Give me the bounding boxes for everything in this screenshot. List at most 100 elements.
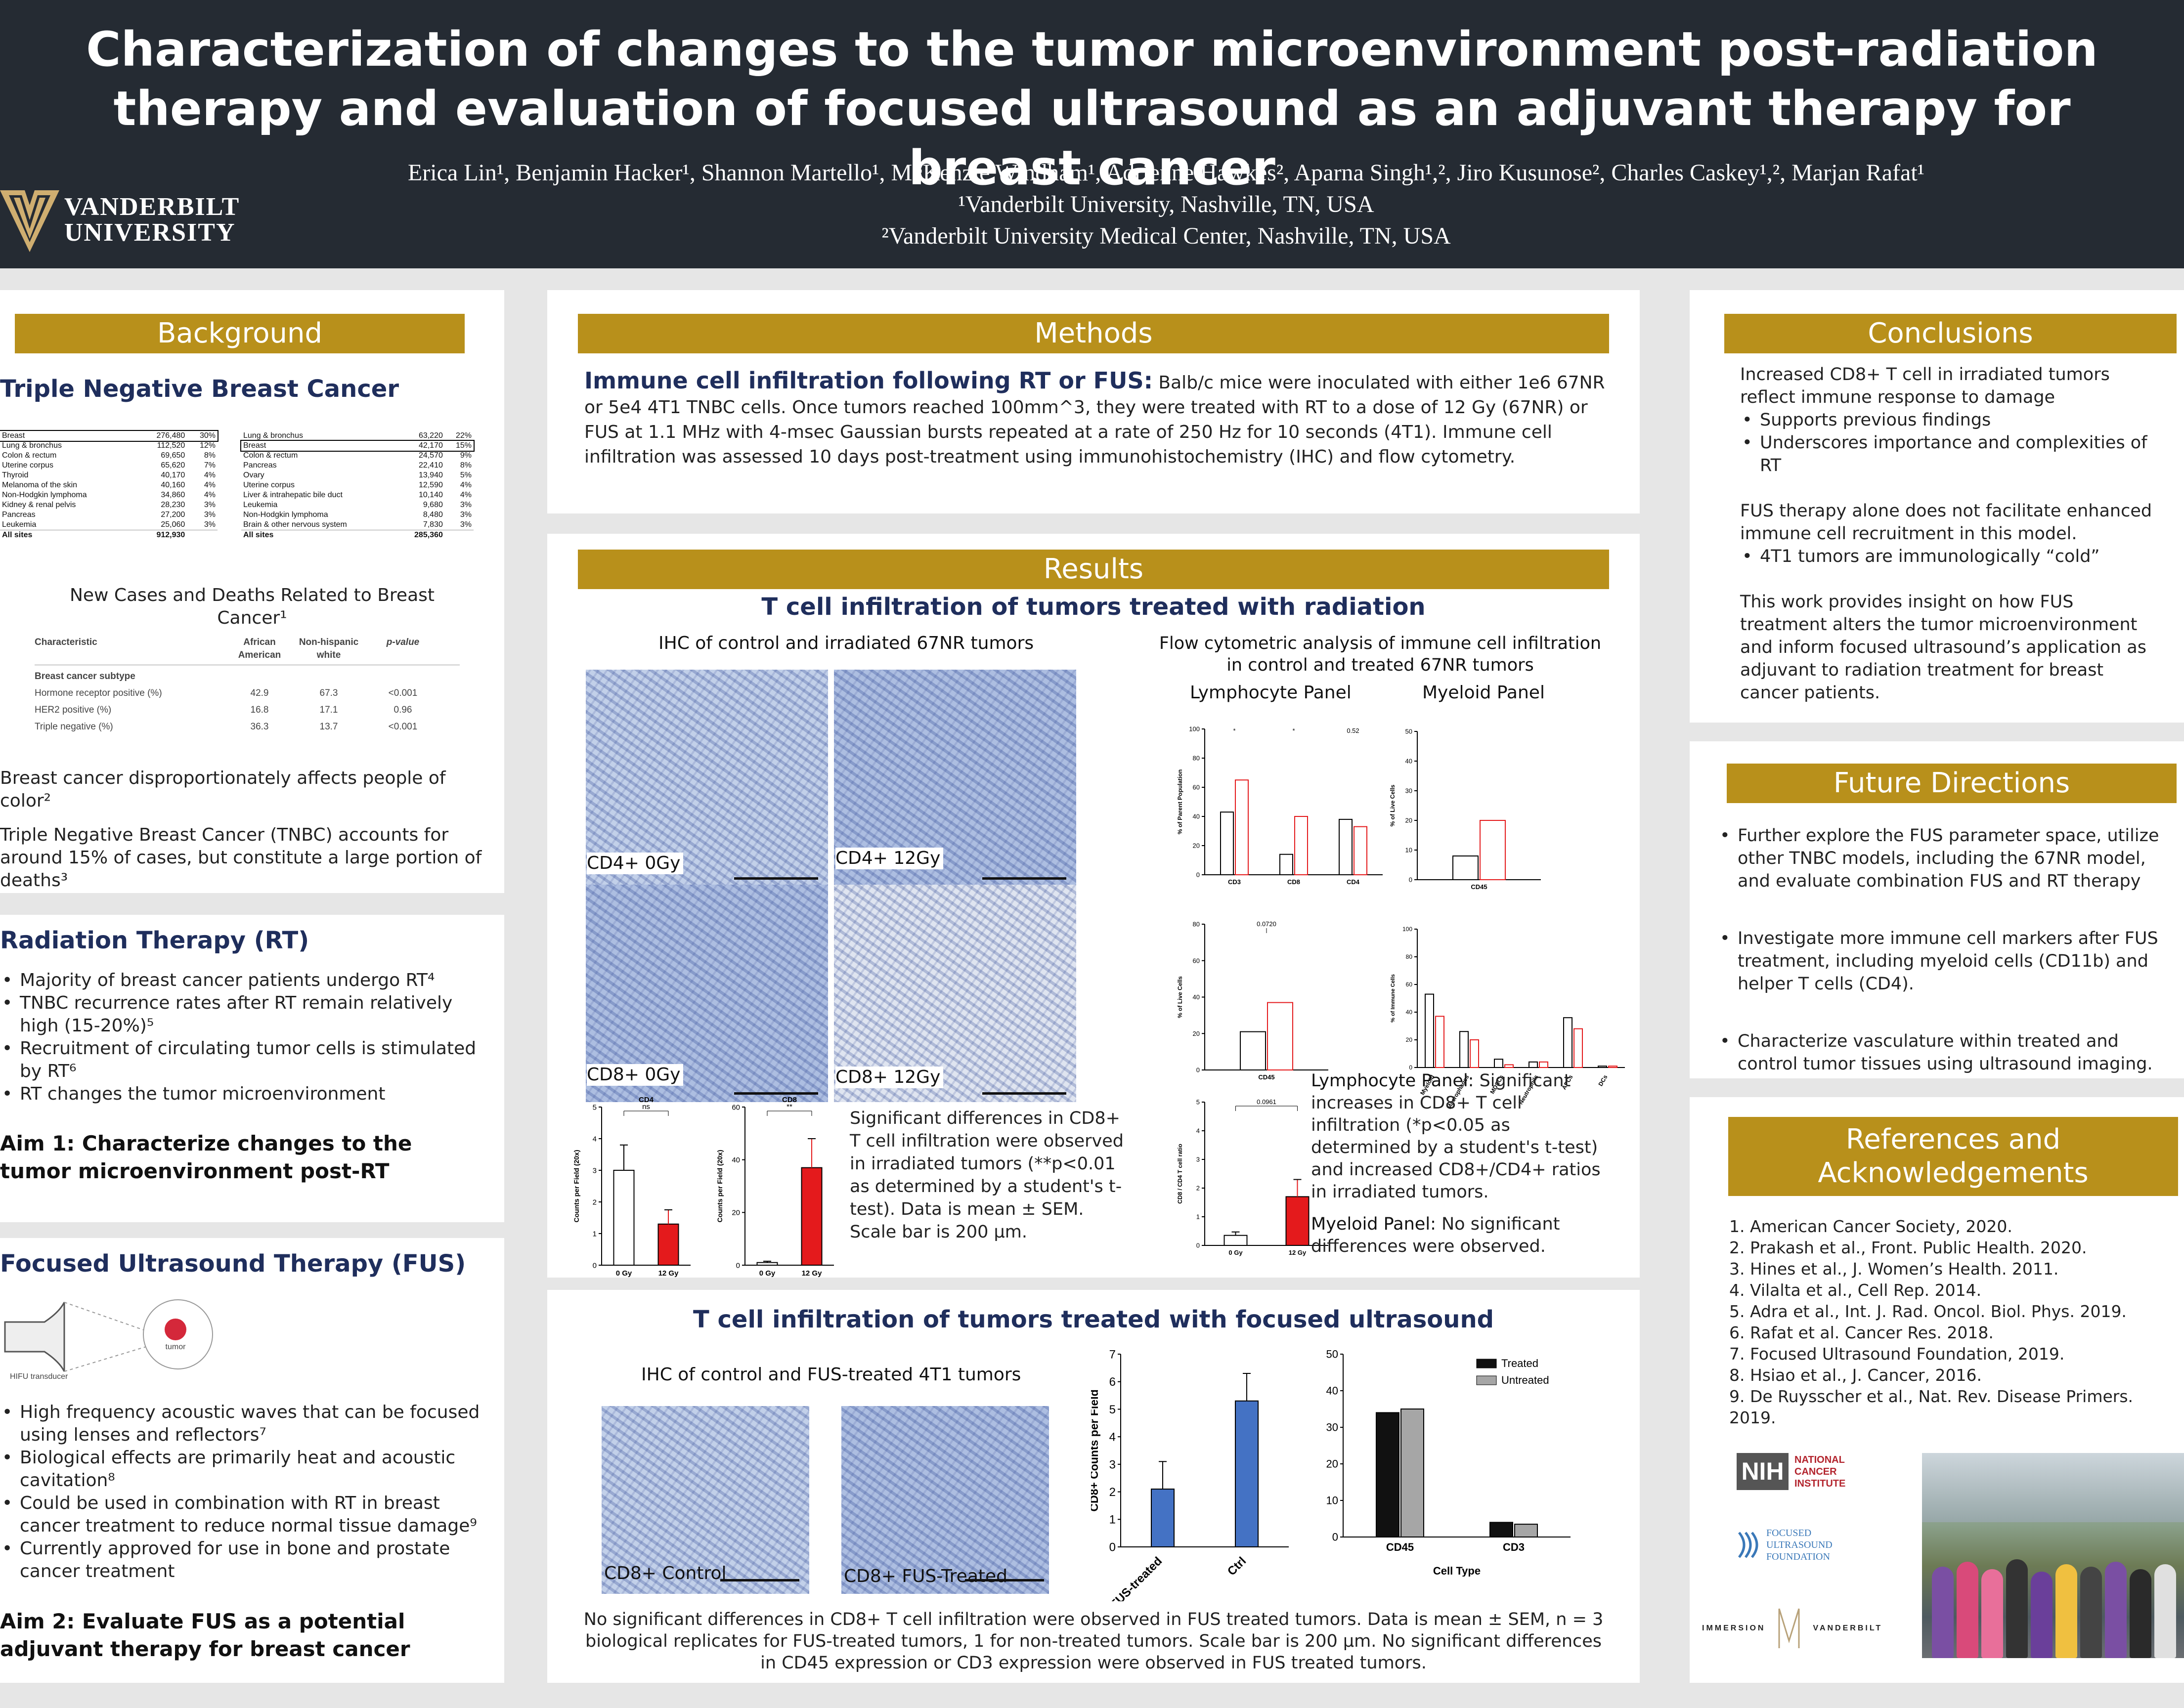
y-tick-label: 2 xyxy=(1196,1185,1200,1192)
bullet-item: Further explore the FUS parameter space,… xyxy=(1718,824,2178,893)
results-section-bar: Results xyxy=(578,550,1609,589)
future-directions-panel: Future Directions Further explore the FU… xyxy=(1690,741,2184,1078)
conclusion-p1: Increased CD8+ T cell in irradiated tumo… xyxy=(1740,365,2110,407)
fus-results-panel: T cell infiltration of tumors treated wi… xyxy=(547,1290,1640,1683)
x-tick-label: CD45 xyxy=(1471,883,1487,891)
y-tick-label: 0 xyxy=(736,1261,740,1270)
char-row: Triple negative (%) 36.3 13.7 <0.001 xyxy=(35,719,460,735)
chart-title: CD8 xyxy=(782,1096,797,1104)
fus-cell-type-chart: 0 10 20 30 40 50 CD45 CD3 Cell Type Treated Untrea… xyxy=(1326,1348,1571,1577)
reference-item: 2. Prakash et al., Front. Public Health.… xyxy=(1729,1238,2087,1257)
y-tick-label: 30 xyxy=(1326,1421,1338,1434)
rt-bullet-list: Majority of breast cancer patients under… xyxy=(0,969,489,1106)
lymphocyte-cd45-chart: 0 20 40 60 80 % of Live Cells CD45 0.0720 xyxy=(1177,920,1328,1081)
table-cell: 4% xyxy=(460,491,472,499)
reference-item: 7. Focused Ultrasound Foundation, 2019. xyxy=(1729,1344,2065,1364)
table-cell: 8% xyxy=(460,461,472,470)
table-cell: Lung & bronchus xyxy=(243,431,303,440)
table-row: All sites 912,930 xyxy=(0,530,218,541)
bar xyxy=(1151,1489,1175,1547)
future-section-bar: Future Directions xyxy=(1727,764,2177,803)
table-cell: Kidney & renal pelvis xyxy=(2,501,76,509)
char-cell: Triple negative (%) xyxy=(35,722,113,732)
ihc-label-fus-control: CD8+ Control xyxy=(604,1563,727,1583)
bullet-item: 4T1 tumors are immunologically “cold” xyxy=(1740,545,2165,568)
radiation-therapy-panel: Radiation Therapy (RT) Majority of breas… xyxy=(0,915,504,1222)
y-tick-label: 0 xyxy=(1196,1242,1200,1249)
y-tick-label: 60 xyxy=(732,1103,740,1111)
bullet-item: Recruitment of circulating tumor cells i… xyxy=(0,1037,489,1083)
vanderbilt-logo: VANDERBILT UNIVERSITY xyxy=(0,185,240,255)
bar xyxy=(1514,1524,1538,1538)
x-tick-label: CD3 xyxy=(1228,878,1241,886)
immersion-v-icon xyxy=(1778,1608,1800,1648)
y-tick-label: 3 xyxy=(1109,1458,1116,1471)
lymphocyte-cd3-cd8-cd4-chart: 0 20 40 60 80 100 % of Parent Population CD3 CD8… xyxy=(1177,726,1383,886)
lymphocyte-panel-label: Lymphocyte Panel xyxy=(1190,683,1352,703)
y-tick-label: 20 xyxy=(1326,1458,1338,1470)
immersion-word: IMMERSION xyxy=(1702,1624,1766,1632)
bar xyxy=(1435,1016,1444,1068)
results-panel: Results T cell infiltration of tumors tr… xyxy=(547,534,1640,1278)
tnbc-heading: Triple Negative Breast Cancer xyxy=(0,375,399,403)
char-cell: <0.001 xyxy=(388,688,418,698)
table-cell: 10,140 xyxy=(418,491,443,499)
x-tick-label: 12 Gy xyxy=(658,1269,679,1278)
characteristic-table: Characteristic African American Non-hisp… xyxy=(35,636,460,735)
x-tick-label: 0 Gy xyxy=(616,1269,632,1278)
ihc-fus-control-image xyxy=(602,1406,809,1594)
bar xyxy=(1539,1061,1548,1068)
table-cell: 12,590 xyxy=(418,481,443,489)
table-cell: Lung & bronchus xyxy=(2,441,62,450)
char-col-white: Non-hispanic white xyxy=(299,637,359,660)
table-cell: Uterine corpus xyxy=(243,481,295,489)
y-tick-label: 0 xyxy=(593,1261,597,1270)
y-tick-label: 4 xyxy=(1196,1127,1200,1135)
legend-label: Untreated xyxy=(1501,1374,1549,1386)
bar xyxy=(1470,1039,1479,1068)
table-row: Breast 276,480 30% xyxy=(0,430,218,442)
y-tick-label: 40 xyxy=(1406,1009,1413,1016)
flow-title: Flow cytometric analysis of immune cell … xyxy=(1159,634,1602,675)
cd8-ihc-chart: CD8 0 20 40 60 Counts per Field (20x) 0 Gy 12 G… xyxy=(716,1096,834,1278)
fuf-name: FOCUSED ULTRASOUND FOUNDATION xyxy=(1766,1528,1833,1562)
bar xyxy=(1294,816,1308,875)
table-row: Non-Hodgkin lymphoma 34,860 4% xyxy=(0,490,218,500)
x-tick-label: CD45 xyxy=(1386,1541,1414,1553)
conclusion-p3: This work provides insight on how FUS tr… xyxy=(1740,592,2146,703)
ihc-67nr-title: IHC of control and irradiated 67NR tumor… xyxy=(658,633,1034,653)
table-cell: 24,570 xyxy=(418,451,443,460)
y-tick-label: 60 xyxy=(1193,957,1200,964)
table-row: Breast 42,170 15% xyxy=(240,440,475,452)
table-cell: Breast xyxy=(2,431,25,440)
ihc-description: Significant differences in CD8+ T cell i… xyxy=(850,1109,1124,1242)
bar xyxy=(1354,826,1367,875)
author-list: Erica Lin¹, Benjamin Hacker¹, Shannon Ma… xyxy=(407,160,1925,186)
table-cell: 912,930 xyxy=(156,531,185,539)
bar xyxy=(613,1170,635,1266)
table-cell: 40,170 xyxy=(161,471,185,479)
table-cell xyxy=(445,530,474,541)
char-cell: <0.001 xyxy=(388,722,418,732)
myeloid-cd45-chart: 0 10 20 30 40 50 % of Live Cells CD45 xyxy=(1389,728,1541,891)
table-cell: Ovary xyxy=(243,471,264,479)
y-tick-label: 0 xyxy=(1196,871,1200,879)
table-row: Leukemia 25,060 3% xyxy=(0,520,218,530)
bar xyxy=(801,1167,823,1266)
char-cell: 36.3 xyxy=(250,722,269,732)
table-cell: 7,830 xyxy=(423,520,443,529)
bar xyxy=(1489,1522,1513,1537)
table-cell: 15% xyxy=(455,441,472,450)
table-row: Colon & rectum 69,650 8% xyxy=(0,451,218,461)
table-cell: 28,230 xyxy=(161,501,185,509)
fus-cd8-counts-chart: 0 1 2 3 4 5 6 7 CD8+ Counts per Field FUS-treated… xyxy=(1091,1348,1289,1601)
y-tick-label: 5 xyxy=(593,1103,597,1111)
table-cell: 30% xyxy=(199,431,216,440)
char-cell: Hormone receptor positive (%) xyxy=(35,688,162,698)
conclusions-body: Increased CD8+ T cell in irradiated tumo… xyxy=(1740,363,2165,704)
y-tick-label: 20 xyxy=(1406,1036,1413,1043)
tumor-label: tumor xyxy=(166,1343,186,1351)
methods-section-bar: Methods xyxy=(578,314,1609,353)
table-cell: Pancreas xyxy=(2,511,36,519)
table-caption: New Cases and Deaths Related to Breast C… xyxy=(69,585,435,628)
